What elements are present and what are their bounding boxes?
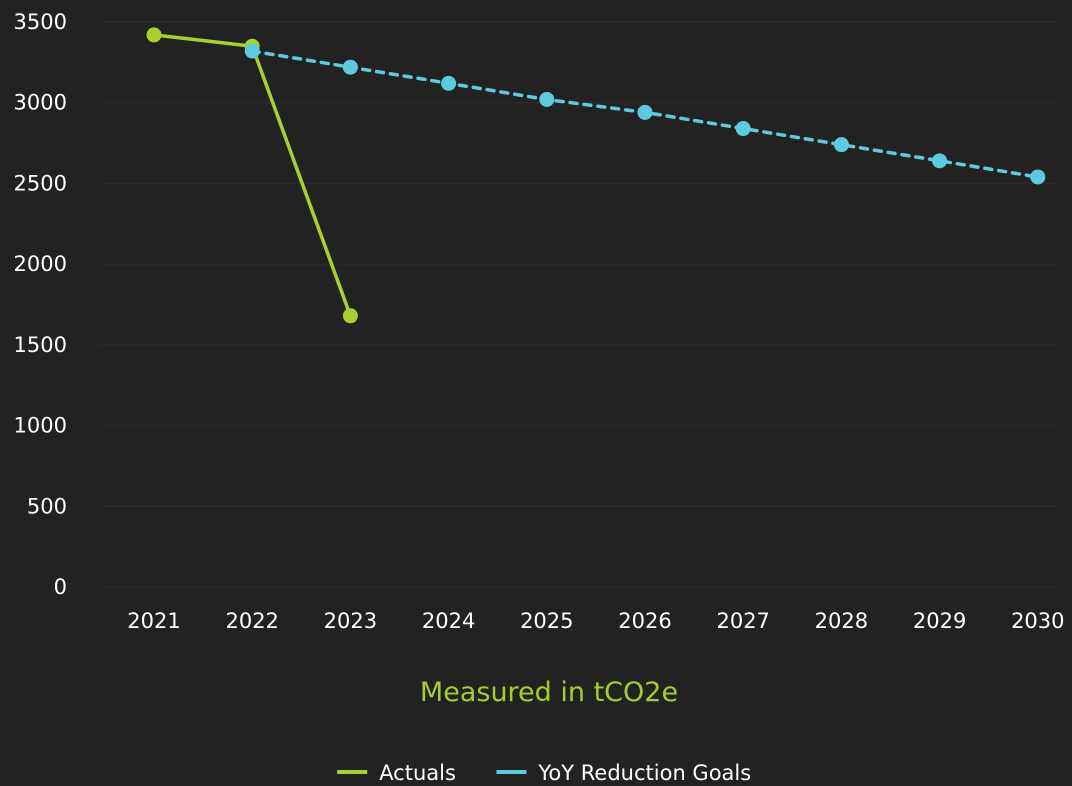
x-tick-label: 2029 bbox=[913, 609, 966, 633]
x-tick-label: 2028 bbox=[815, 609, 868, 633]
series-1-point[interactable] bbox=[1030, 169, 1046, 185]
x-tick-label: 2021 bbox=[127, 609, 180, 633]
x-tick-label: 2024 bbox=[422, 609, 475, 633]
series-1-point[interactable] bbox=[932, 153, 948, 169]
x-axis-tick-labels: 2021 2022 2023 2024 2025 2026 2027 2028 2029 2030 bbox=[127, 609, 1064, 633]
y-axis-tick-labels: 0 500 1000 1500 2000 2500 3000 3500 bbox=[14, 10, 67, 599]
y-tick-label: 0 bbox=[54, 575, 67, 599]
x-tick-label: 2027 bbox=[716, 609, 769, 633]
y-tick-label: 1000 bbox=[14, 414, 67, 438]
series-group bbox=[146, 27, 1046, 324]
legend: Actuals YoY Reduction Goals bbox=[337, 761, 751, 785]
x-tick-label: 2025 bbox=[520, 609, 573, 633]
series-1-point[interactable] bbox=[539, 91, 555, 107]
series-1-point[interactable] bbox=[833, 137, 849, 153]
legend-label: Actuals bbox=[379, 761, 456, 785]
series-1-point[interactable] bbox=[441, 75, 457, 91]
y-tick-label: 500 bbox=[27, 494, 67, 518]
y-tick-label: 2000 bbox=[14, 252, 67, 276]
legend-label: YoY Reduction Goals bbox=[537, 761, 751, 785]
series-1-point[interactable] bbox=[735, 121, 751, 137]
legend-item-0[interactable]: Actuals bbox=[337, 761, 456, 785]
series-0-point[interactable] bbox=[146, 27, 162, 43]
x-tick-label: 2030 bbox=[1011, 609, 1064, 633]
series-line-0 bbox=[152, 33, 353, 318]
y-tick-label: 2500 bbox=[14, 171, 67, 195]
legend-item-1[interactable]: YoY Reduction Goals bbox=[496, 761, 751, 785]
x-tick-label: 2023 bbox=[324, 609, 377, 633]
x-axis-title: Measured in tCO2e bbox=[420, 677, 678, 708]
x-tick-label: 2022 bbox=[225, 609, 278, 633]
series-0-point[interactable] bbox=[342, 308, 358, 324]
x-tick-label: 2026 bbox=[618, 609, 671, 633]
grid-lines bbox=[100, 21, 1058, 588]
series-1-point[interactable] bbox=[244, 43, 260, 59]
y-tick-label: 3500 bbox=[14, 10, 67, 34]
series-1-point[interactable] bbox=[637, 104, 653, 120]
y-tick-label: 1500 bbox=[14, 333, 67, 357]
series-1-point[interactable] bbox=[342, 59, 358, 75]
y-tick-label: 3000 bbox=[14, 91, 67, 115]
